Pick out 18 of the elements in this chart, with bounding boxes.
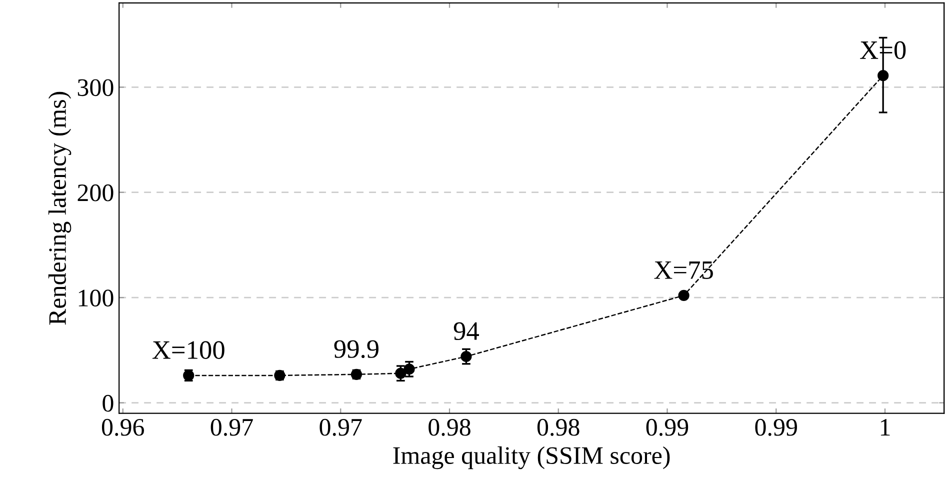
annotation: 94 [454,322,479,340]
x-tick-label: 0.97 [320,418,362,436]
y-tick-label: 0 [102,394,114,412]
y-tick-label: 300 [78,79,114,96]
x-tick-label: 0.99 [755,418,797,436]
x-tick-label: 1 [880,419,890,436]
y-axis-title: Rendering latency (ms) [48,92,72,325]
annotation: X=100 [152,341,224,359]
y-tick-label: 100 [78,290,114,307]
x-tick-label: 0.98 [537,418,580,436]
annotation: X=75 [654,261,713,280]
x-tick-label: 0.98 [428,418,470,436]
x-tick-label: 0.97 [210,418,253,436]
x-axis-title: Image quality (SSIM score) [393,446,670,470]
y-tick-label: 200 [78,184,114,202]
annotation: 99.9 [334,340,378,358]
x-tick-label: 0.99 [646,418,688,436]
x-tick-label: 0.96 [102,418,144,436]
